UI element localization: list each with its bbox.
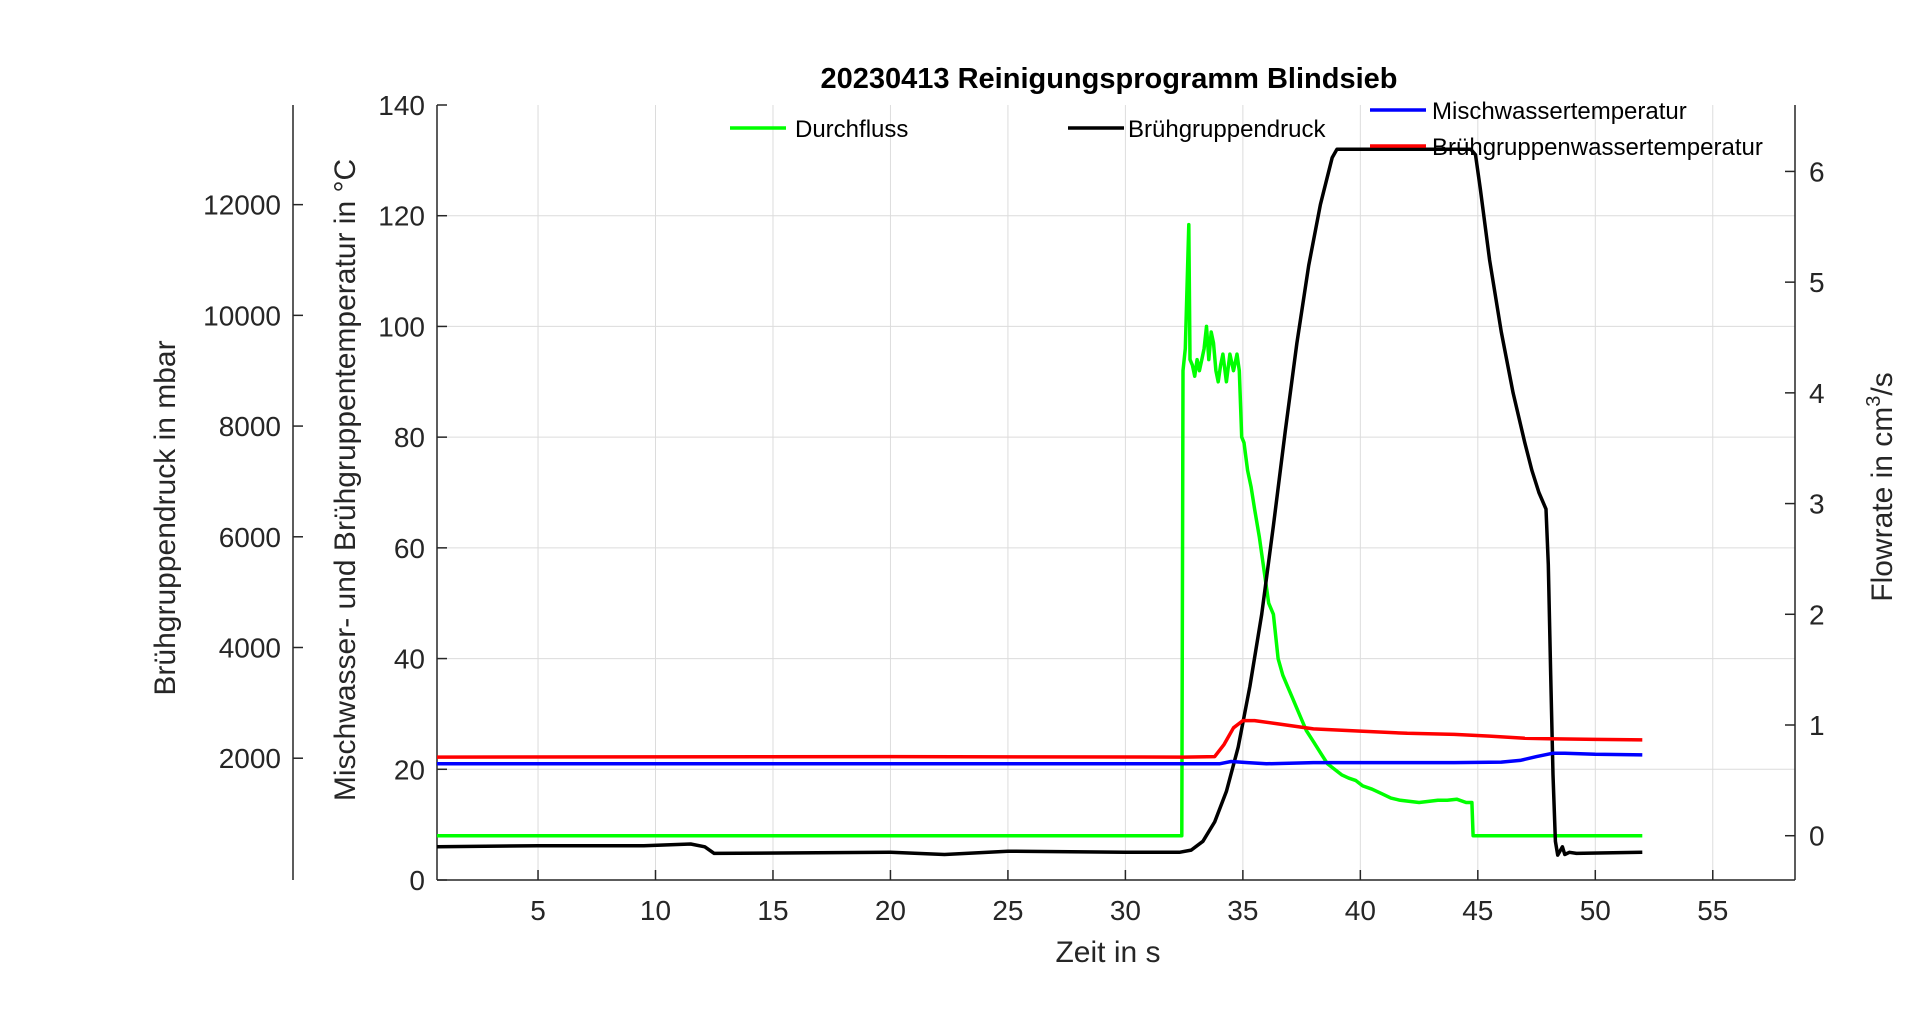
x-tick-label: 45 [1462,895,1493,926]
series-lines [436,147,1643,857]
x-tick-label: 10 [640,895,671,926]
x-tick-label: 30 [1110,895,1141,926]
pressure-tick-label: 6000 [219,522,281,553]
series-line-brühgruppenwassertemperatur [436,718,1643,759]
temperature-axis-label: Mischwasser- und Brühgruppentemperatur i… [329,159,362,801]
flow-axis-label-main: Flowrate in cm [1866,407,1899,602]
legend-label: Brühgruppendruck [1128,116,1326,143]
flow-axis-label-sup: 3 [1863,396,1885,407]
x-tick-label: 20 [875,895,906,926]
x-tick-label: 5 [530,895,546,926]
x-tick-label: 15 [757,895,788,926]
flow-tick-label: 3 [1809,489,1825,520]
legend: Durchfluss Brühgruppendruck Mischwassertem… [730,98,1763,161]
temperature-tick-label: 140 [378,90,425,121]
flow-axis-label-tail: /s [1866,372,1899,395]
series-line-mischwassertemperatur [437,751,1643,766]
pressure-tick-label: 2000 [219,743,281,774]
flow-tick-label: 5 [1809,267,1825,298]
flow-tick-label: 0 [1809,821,1825,852]
flow-tick-label: 1 [1809,710,1825,741]
pressure-tick-label: 4000 [219,633,281,664]
chart-title: 20230413 Reinigungsprogramm Blindsieb [821,63,1398,95]
x-tick-label: 55 [1697,895,1728,926]
temperature-tick-label: 60 [394,533,425,564]
x-tick-label: 40 [1345,895,1376,926]
series-line-brühgruppendruck [436,147,1643,857]
legend-label: Brühgruppenwassertemperatur [1432,134,1763,161]
series-line-durchfluss [437,222,1643,838]
temperature-tick-label: 120 [378,201,425,232]
legend-label: Durchfluss [795,116,908,143]
x-tick-label: 25 [992,895,1023,926]
flow-axis-label: Flowrate in cm3/s [1863,372,1899,602]
pressure-tick-label: 10000 [203,300,281,331]
flow-tick-label: 4 [1809,378,1825,409]
temperature-tick-label: 0 [409,865,425,896]
x-tick-label: 35 [1227,895,1258,926]
axes: 5 10 15 20 25 30 35 40 45 50 550204060801001201400… [203,90,1824,926]
temperature-tick-label: 20 [394,754,425,785]
temperature-tick-label: 100 [378,311,425,342]
flow-tick-label: 2 [1809,599,1825,630]
x-axis-label: Zeit in s [1055,936,1160,969]
pressure-axis-label: Brühgruppendruck in mbar [149,340,182,695]
pressure-tick-label: 12000 [203,190,281,221]
temperature-tick-label: 80 [394,422,425,453]
legend-label: Mischwassertemperatur [1432,98,1687,125]
flow-tick-label: 6 [1809,156,1825,187]
grid [437,105,1795,880]
pressure-tick-label: 8000 [219,411,281,442]
x-tick-label: 50 [1580,895,1611,926]
temperature-tick-label: 40 [394,644,425,675]
